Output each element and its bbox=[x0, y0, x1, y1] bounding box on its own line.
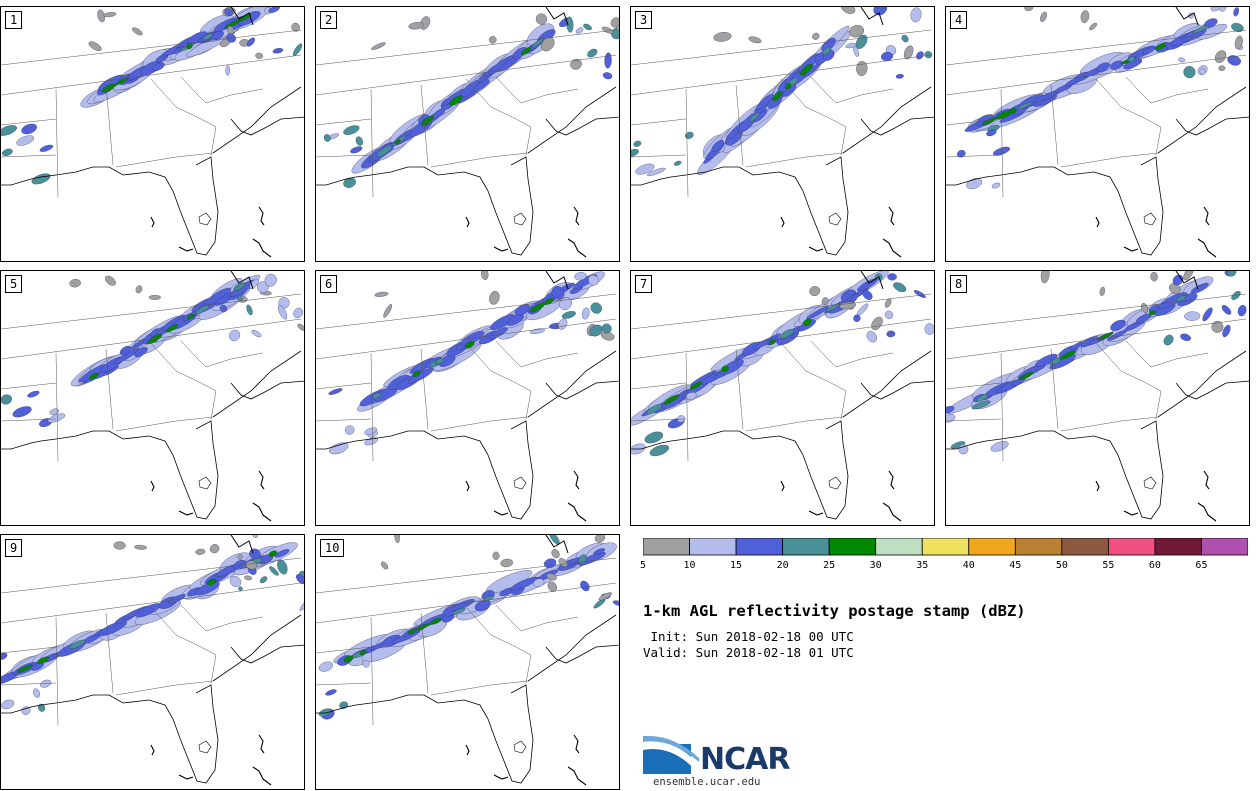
colorbar-swatch bbox=[1061, 538, 1109, 556]
stamp-panel-4: 4 bbox=[945, 6, 1250, 262]
colorbar-tick-label: 30 bbox=[869, 560, 882, 571]
colorbar-tick-label: 65 bbox=[1195, 560, 1208, 571]
stamp-panel-10: 10 bbox=[315, 534, 620, 790]
stamp-member-label: 9 bbox=[5, 539, 23, 557]
ncar-logo-icon bbox=[643, 735, 699, 774]
colorbar-tick-label: 50 bbox=[1055, 560, 1068, 571]
stamp-member-label: 8 bbox=[950, 275, 968, 293]
stamp-panel-5: 5 bbox=[0, 270, 305, 526]
colorbar-swatch bbox=[921, 538, 970, 556]
colorbar-swatch bbox=[828, 538, 877, 556]
stamp-member-label: 6 bbox=[320, 275, 338, 293]
stamp-member-label: 3 bbox=[635, 11, 653, 29]
colorbar-tick-label: 5 bbox=[639, 560, 647, 571]
colorbar-tick-labels: 5 10 15 20 25 30 35 40 45 50 55 60 65 bbox=[639, 560, 1260, 576]
stamp-panel-8: 8 bbox=[945, 270, 1250, 526]
colorbar-tick-label: 10 bbox=[683, 560, 696, 571]
stamp-panel-7: 7 bbox=[630, 270, 935, 526]
colorbar-swatch bbox=[1201, 538, 1248, 556]
colorbar-tick-label: 55 bbox=[1102, 560, 1115, 571]
colorbar-tick-label: 20 bbox=[776, 560, 789, 571]
reflectivity-colorbar bbox=[643, 538, 1248, 556]
stamp-panel-2: 2 bbox=[315, 6, 620, 262]
colorbar-tick-label: 40 bbox=[962, 560, 975, 571]
stamp-panel-3: 3 bbox=[630, 6, 935, 262]
valid-time: Valid: Sun 2018-02-18 01 UTC bbox=[643, 645, 854, 660]
logo-url: ensemble.ucar.edu bbox=[653, 776, 761, 788]
stamp-member-label: 2 bbox=[320, 11, 338, 29]
stamp-member-label: 4 bbox=[950, 11, 968, 29]
stamp-member-label: 10 bbox=[320, 539, 345, 557]
colorbar-tick-label: 15 bbox=[730, 560, 743, 571]
stamp-panel-9: 9 bbox=[0, 534, 305, 790]
stamp-panel-6: 6 bbox=[315, 270, 620, 526]
colorbar-swatch bbox=[689, 538, 737, 556]
colorbar-swatch bbox=[1107, 538, 1156, 556]
colorbar-tick-label: 45 bbox=[1009, 560, 1022, 571]
colorbar-swatch bbox=[643, 538, 690, 556]
figure-title: 1-km AGL reflectivity postage stamp (dBZ… bbox=[643, 602, 1026, 620]
ncar-logo-text: NCAR bbox=[700, 742, 790, 777]
colorbar-swatch bbox=[1014, 538, 1063, 556]
init-time: Init: Sun 2018-02-18 00 UTC bbox=[643, 629, 854, 644]
stamp-member-label: 7 bbox=[635, 275, 653, 293]
colorbar-swatch bbox=[782, 538, 830, 556]
colorbar-tick-label: 25 bbox=[823, 560, 836, 571]
stamp-member-label: 5 bbox=[5, 275, 23, 293]
colorbar-tick-label: 35 bbox=[916, 560, 929, 571]
stamp-panel-1: 1 bbox=[0, 6, 305, 262]
colorbar-tick-label: 60 bbox=[1148, 560, 1161, 571]
stamp-member-label: 1 bbox=[5, 11, 23, 29]
colorbar-swatch bbox=[1154, 538, 1202, 556]
colorbar-swatch bbox=[968, 538, 1016, 556]
colorbar-swatch bbox=[875, 538, 923, 556]
colorbar-swatch bbox=[735, 538, 784, 556]
